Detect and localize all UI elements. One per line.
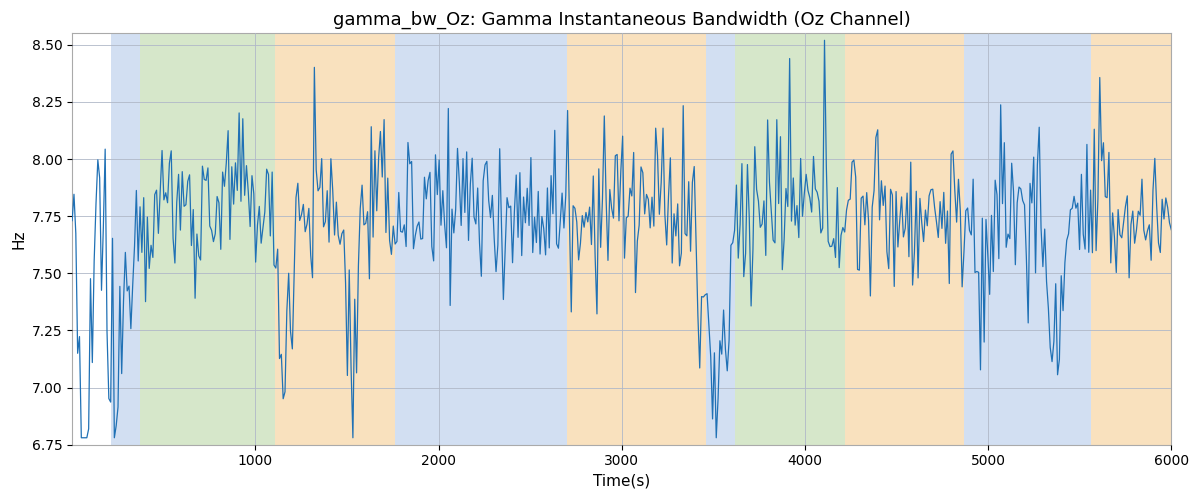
Bar (566, 34, 706, 445)
Title: gamma_bw_Oz: Gamma Instantaneous Bandwidth (Oz Channel): gamma_bw_Oz: Gamma Instantaneous Bandwid… (332, 11, 911, 30)
Bar (706, 34, 736, 445)
Bar (395, 34, 566, 445)
Bar (1091, 34, 1171, 445)
Y-axis label: Hz: Hz (11, 230, 26, 249)
Bar (110, 34, 140, 445)
Bar (965, 34, 1091, 445)
Bar (140, 34, 276, 445)
Bar (276, 34, 395, 445)
Bar (845, 34, 965, 445)
X-axis label: Time(s): Time(s) (593, 474, 650, 489)
Bar (736, 34, 845, 445)
